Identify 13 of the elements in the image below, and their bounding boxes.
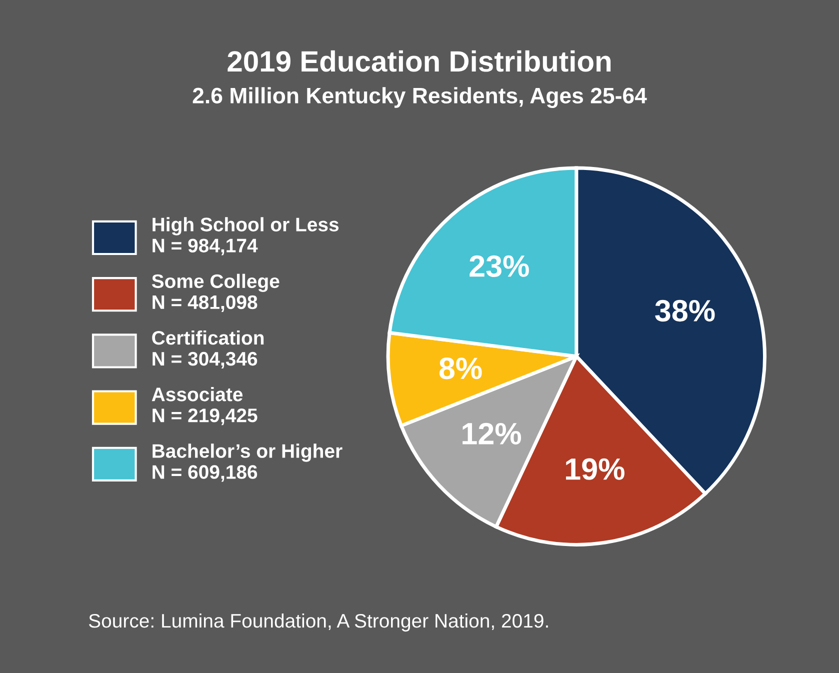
data-label: 38%: [655, 300, 715, 322]
legend-label: High School or Less N = 984,174: [152, 217, 339, 256]
chart-title: 2019 Education Distribution: [228, 50, 611, 72]
legend-label: Some College N = 481,098: [152, 274, 280, 312]
data-label: 12%: [462, 422, 522, 444]
legend-label: Associate N = 219,425: [152, 387, 258, 426]
source-note: Source: Lumina Foundation, A Stronger Nation, 2019.: [88, 613, 548, 632]
data-label: 23%: [470, 255, 529, 277]
data-label: 8%: [439, 358, 482, 380]
legend-label: Certification N = 304,346: [152, 330, 264, 369]
data-label: 19%: [566, 458, 624, 480]
chart-subtitle: 2.6 Million Kentucky Residents, Ages 25-64: [192, 87, 647, 108]
legend-label: Bachelor’s or Higher N = 609,186: [152, 444, 342, 482]
